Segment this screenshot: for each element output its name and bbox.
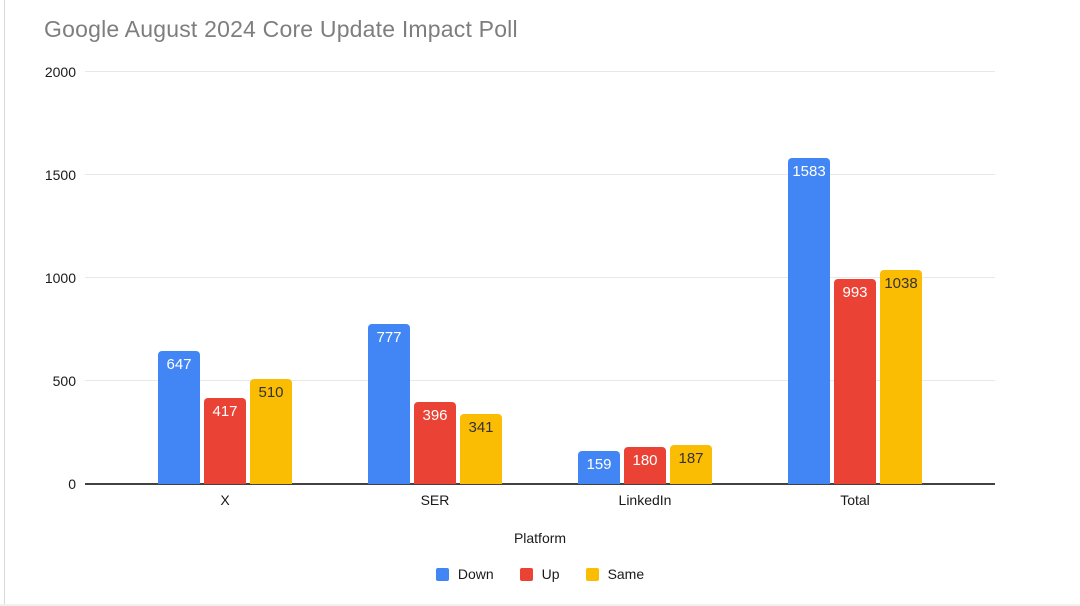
plot-area: 647 417 510 777 396 341 159 180 187 1583 993 1038 (85, 71, 995, 485)
x-category-label-linkedin: LinkedIn (618, 492, 672, 508)
y-tick-label-0: 0 (68, 476, 76, 492)
gridline-500 (85, 380, 995, 381)
bar-value-down-x: 647 (166, 355, 192, 373)
bar-value-same-total: 1038 (884, 275, 918, 293)
bar-down-ser: 777 (368, 323, 410, 484)
bar-group-total: 1583 993 1038 (750, 72, 960, 484)
gridline-1500 (85, 174, 995, 175)
legend-label-same: Same (607, 566, 645, 582)
bar-value-up-linkedin: 180 (632, 451, 658, 469)
legend-item-down: Down (435, 566, 494, 582)
gridline-1000 (85, 277, 995, 278)
x-axis-line (85, 483, 995, 485)
bar-value-same-linkedin: 187 (678, 450, 704, 468)
gridline-2000 (85, 71, 995, 72)
bar-group-x: 647 417 510 (120, 72, 330, 484)
bar-value-same-x: 510 (258, 383, 284, 401)
bar-up-ser: 396 (414, 402, 456, 484)
x-axis-title: Platform (513, 530, 567, 546)
bar-value-up-total: 993 (842, 284, 868, 302)
legend-swatch-same (585, 567, 599, 581)
chart-title: Google August 2024 Core Update Impact Po… (44, 16, 518, 42)
bars-layer: 647 417 510 777 396 341 159 180 187 1583 993 1038 (85, 72, 995, 484)
bar-down-linkedin: 159 (578, 451, 620, 484)
bar-same-linkedin: 187 (670, 445, 712, 484)
x-axis-category-labels: X SER LinkedIn Total (85, 492, 995, 508)
bar-up-x: 417 (204, 398, 246, 484)
y-tick-label-1000: 1000 (44, 270, 76, 286)
bar-group-ser: 777 396 341 (330, 72, 540, 484)
y-tick-label-1500: 1500 (44, 167, 76, 183)
y-tick-label-2000: 2000 (44, 64, 76, 80)
bar-value-up-ser: 396 (422, 407, 448, 425)
bar-down-x: 647 (158, 350, 200, 484)
x-category-label-ser: SER (420, 492, 450, 508)
legend-item-same: Same (585, 566, 645, 582)
legend-label-up: Up (541, 566, 560, 582)
bar-up-linkedin: 180 (624, 446, 666, 484)
legend-label-down: Down (457, 566, 494, 582)
x-category-label-x: X (220, 492, 230, 508)
bar-same-ser: 341 (460, 413, 502, 484)
bar-group-linkedin: 159 180 187 (540, 72, 750, 484)
legend: Down Up Same (0, 566, 1080, 582)
bar-up-total: 993 (834, 279, 876, 484)
x-category-label-total: Total (840, 492, 870, 508)
y-tick-label-500: 500 (52, 373, 76, 389)
bar-value-down-linkedin: 159 (586, 456, 612, 474)
legend-item-up: Up (519, 566, 560, 582)
bar-down-total: 1583 (788, 157, 830, 484)
bar-value-down-ser: 777 (376, 328, 402, 346)
legend-swatch-down (435, 567, 449, 581)
bar-same-x: 510 (250, 378, 292, 484)
bar-value-up-x: 417 (212, 403, 238, 421)
legend-swatch-up (519, 567, 533, 581)
card-left-border (4, 0, 5, 606)
bar-same-total: 1038 (880, 270, 922, 484)
bar-value-same-ser: 341 (468, 418, 494, 436)
y-axis: 0 500 1000 1500 2000 (0, 64, 76, 492)
bar-value-down-total: 1583 (792, 162, 826, 180)
card-bottom-border (0, 604, 1080, 606)
